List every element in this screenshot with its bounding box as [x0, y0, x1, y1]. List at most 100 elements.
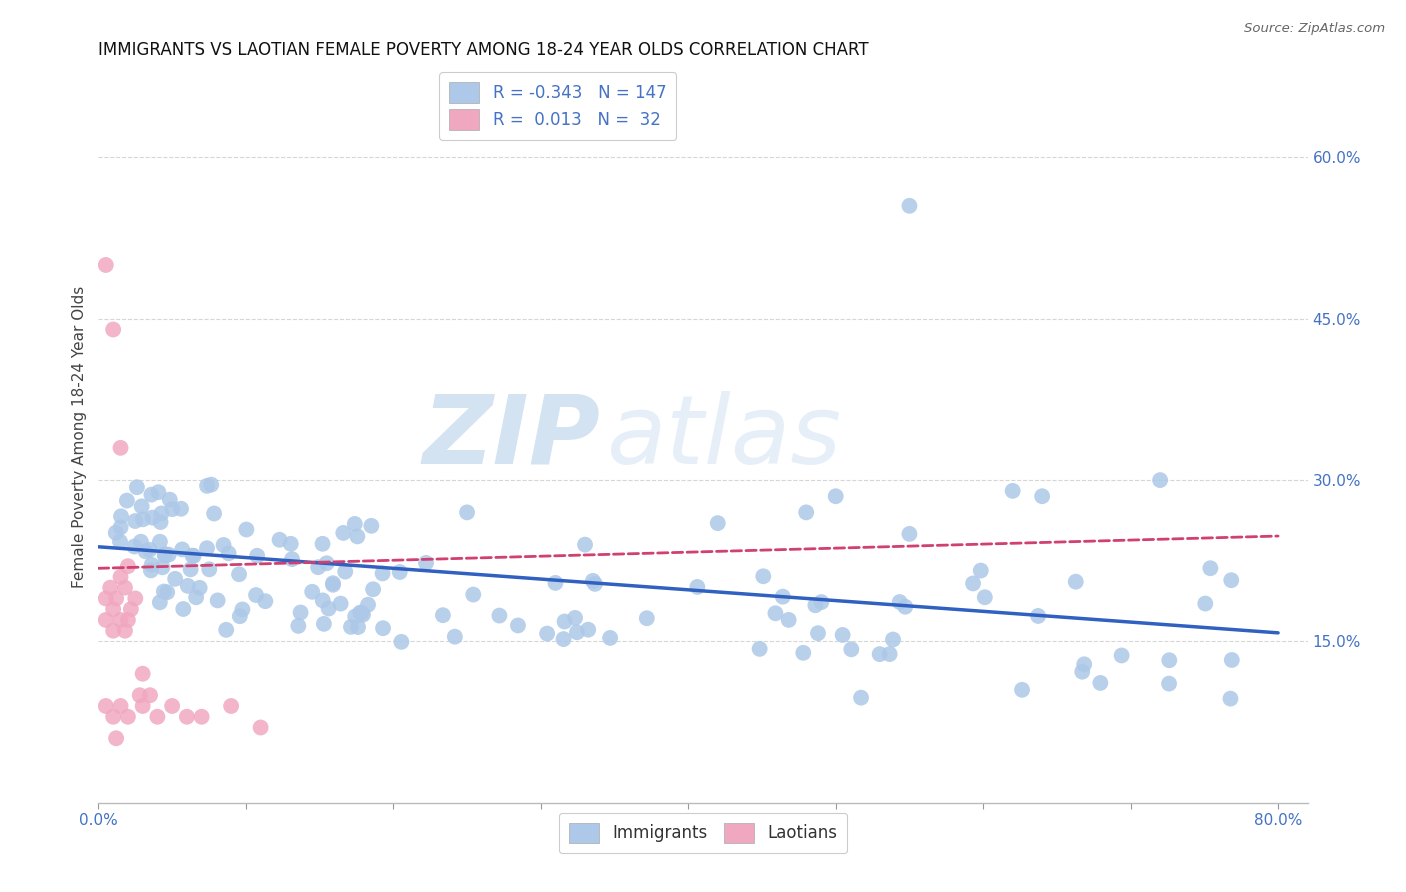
Point: [962, 576, 984, 591]
Point: [343, 516, 366, 531]
Point: [322, 578, 344, 592]
Point: [599, 631, 621, 645]
Point: [115, 493, 138, 508]
Point: [124, 540, 146, 554]
Text: ZIP: ZIP: [422, 391, 600, 483]
Point: [301, 584, 323, 599]
Point: [346, 529, 368, 543]
Point: [582, 574, 605, 588]
Point: [148, 485, 170, 500]
Point: [235, 523, 257, 537]
Point: [246, 549, 269, 563]
Point: [131, 698, 153, 713]
Point: [340, 620, 363, 634]
Point: [748, 641, 770, 656]
Point: [792, 646, 814, 660]
Point: [139, 563, 162, 577]
Point: [110, 520, 132, 534]
Text: IMMIGRANTS VS LAOTIAN FEMALE POVERTY AMONG 18-24 YEAR OLDS CORRELATION CHART: IMMIGRANTS VS LAOTIAN FEMALE POVERTY AMO…: [98, 41, 869, 59]
Point: [807, 626, 830, 640]
Point: [312, 593, 335, 607]
Point: [371, 566, 394, 581]
Point: [344, 609, 367, 624]
Point: [574, 538, 596, 552]
Point: [332, 525, 354, 540]
Point: [120, 602, 142, 616]
Point: [894, 599, 917, 614]
Point: [889, 595, 911, 609]
Point: [536, 626, 558, 640]
Point: [117, 613, 139, 627]
Point: [117, 710, 139, 724]
Point: [824, 489, 846, 503]
Point: [180, 562, 202, 576]
Point: [190, 710, 212, 724]
Point: [706, 516, 728, 530]
Point: [970, 564, 993, 578]
Point: [165, 572, 187, 586]
Point: [1157, 676, 1180, 690]
Point: [352, 607, 374, 622]
Point: [149, 534, 172, 549]
Point: [1220, 653, 1243, 667]
Point: [360, 518, 382, 533]
Point: [110, 509, 132, 524]
Point: [388, 565, 411, 579]
Point: [128, 688, 150, 702]
Point: [1219, 691, 1241, 706]
Point: [132, 512, 155, 526]
Point: [245, 588, 267, 602]
Point: [152, 560, 174, 574]
Point: [105, 591, 128, 606]
Point: [839, 642, 862, 657]
Point: [219, 698, 242, 713]
Point: [565, 625, 588, 640]
Point: [765, 607, 787, 621]
Point: [322, 576, 344, 591]
Point: [172, 602, 194, 616]
Point: [463, 588, 485, 602]
Point: [129, 534, 152, 549]
Point: [94, 613, 117, 627]
Point: [94, 698, 117, 713]
Point: [898, 527, 921, 541]
Point: [312, 616, 335, 631]
Point: [389, 635, 412, 649]
Point: [544, 575, 567, 590]
Text: Source: ZipAtlas.com: Source: ZipAtlas.com: [1244, 22, 1385, 36]
Point: [1071, 665, 1094, 679]
Point: [170, 501, 193, 516]
Point: [349, 606, 371, 620]
Point: [141, 558, 163, 572]
Point: [869, 647, 891, 661]
Point: [131, 666, 153, 681]
Point: [138, 542, 160, 557]
Point: [898, 199, 921, 213]
Point: [153, 547, 176, 561]
Point: [1073, 657, 1095, 672]
Point: [110, 613, 132, 627]
Point: [156, 585, 179, 599]
Point: [281, 552, 304, 566]
Point: [772, 590, 794, 604]
Point: [804, 599, 827, 613]
Point: [1031, 489, 1053, 503]
Point: [1064, 574, 1087, 589]
Point: [218, 546, 240, 560]
Point: [153, 549, 176, 563]
Point: [269, 533, 291, 547]
Point: [456, 505, 478, 519]
Point: [415, 556, 437, 570]
Point: [311, 537, 333, 551]
Point: [184, 591, 207, 605]
Point: [146, 710, 169, 724]
Point: [810, 595, 832, 609]
Point: [318, 601, 340, 615]
Point: [794, 505, 817, 519]
Point: [506, 618, 529, 632]
Point: [564, 611, 586, 625]
Y-axis label: Female Poverty Among 18-24 Year Olds: Female Poverty Among 18-24 Year Olds: [72, 286, 87, 588]
Point: [160, 698, 183, 713]
Point: [576, 623, 599, 637]
Point: [553, 632, 575, 646]
